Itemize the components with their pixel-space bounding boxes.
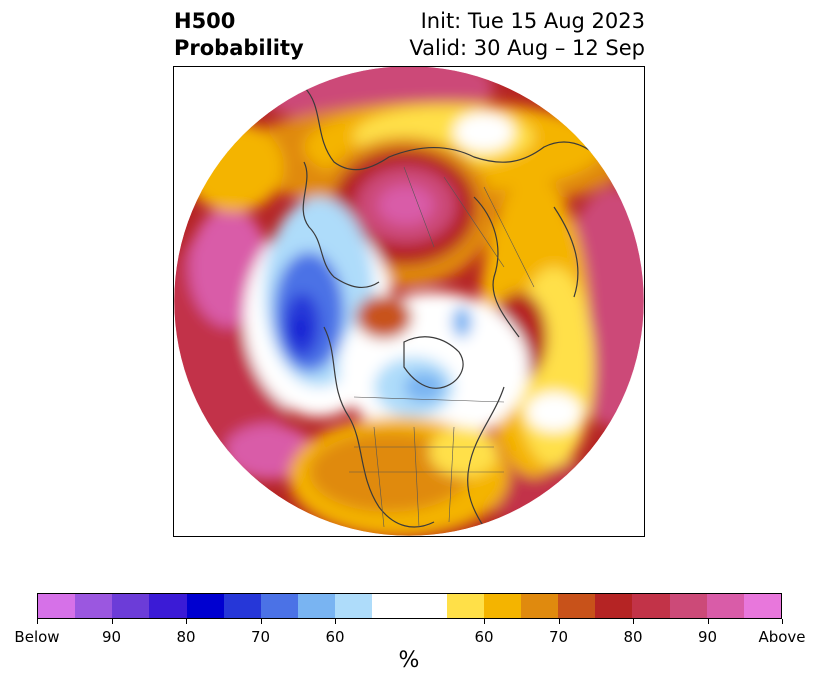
colorbar-segment [186,594,224,618]
polar-high-core [378,185,434,225]
border-line-5 [448,426,455,523]
coastline-asia [553,206,579,298]
colorbar-tick-label: Above [758,628,806,646]
hudson-bay [403,336,464,389]
colorbar-segment [75,594,113,618]
border-line-8 [443,176,505,268]
colorbar-segment [260,594,299,618]
map-panel [173,66,645,537]
border-line-3 [373,426,385,528]
colorbar-tick-mark [782,619,783,624]
colorbar-segment [112,594,150,618]
colorbar-unit-label: % [398,648,420,673]
colorbar [37,593,782,619]
colorbar-segment [149,594,187,618]
coastline-east [467,386,505,528]
colorbar-segment [38,594,76,618]
colorbar-segment [483,594,522,618]
colorbar-segment [223,594,261,618]
title-metric: Probability [174,36,304,60]
coastline-europe [473,196,520,338]
east-yellow [429,427,499,477]
upper-neutral [454,112,514,152]
colorbar-tick-label: 60 [474,628,494,646]
west-trough-core [294,319,306,339]
colorbar-tick-mark [37,619,38,624]
chart-title-left: H500 Probability [174,8,304,62]
coastline-eurasia [303,86,605,171]
coastline-alaska [302,161,380,289]
valid-range-label: Valid: 30 Aug – 12 Sep [409,36,645,60]
colorbar-tick-label: 70 [250,628,271,646]
colorbar-segment [372,594,447,618]
small-trough [452,306,472,338]
colorbar-tick-label: 60 [325,628,345,646]
upper-left-gold [184,122,284,212]
init-date-label: Init: Tue 15 Aug 2023 [420,9,645,33]
political-borders [349,166,535,528]
colorbar-segment [298,594,336,618]
colorbar-segment [558,594,596,618]
colorbar-segment [521,594,559,618]
colorbar-segment [335,594,373,618]
colorbar-tick-mark [335,619,336,624]
colorbar-tick-label: 90 [697,628,718,646]
colorbar-segment [743,594,782,618]
colorbar-segment [669,594,707,618]
border-line-9 [483,186,535,288]
colorbar-tick-mark [633,619,634,624]
colorbar-tick-mark [707,619,709,624]
right-neutral [526,392,582,432]
title-variable: H500 [174,9,236,33]
colorbar-tick-label: 80 [623,628,643,646]
border-line-4 [413,426,420,528]
colorbar-segment [706,594,744,618]
colorbar-tick-label: 80 [176,628,196,646]
hudson-trough-70 [404,372,444,402]
colorbar-segment [632,594,670,618]
colorbar-tick-mark [260,619,262,624]
colorbar-tick-mark [484,619,485,624]
colorbar-tick-label: Below [14,628,60,646]
colorbar-tick-label: 90 [101,628,122,646]
colorbar-tick-label: 70 [548,628,569,646]
polar-map [174,67,644,536]
probability-field [174,67,644,536]
colorbar-segment [595,594,633,618]
coastlines [302,86,605,528]
colorbar-tick-mark [111,619,113,624]
border-line-6 [353,396,505,403]
border-line-7 [403,166,435,248]
colorbar-tick-mark [558,619,560,624]
coastline-west [323,326,435,528]
chart-title-right: Init: Tue 15 Aug 2023 Valid: 30 Aug – 12… [409,8,645,62]
colorbar-segment [446,594,484,618]
colorbar-tick-mark [186,619,187,624]
arctic-positive [356,295,412,339]
